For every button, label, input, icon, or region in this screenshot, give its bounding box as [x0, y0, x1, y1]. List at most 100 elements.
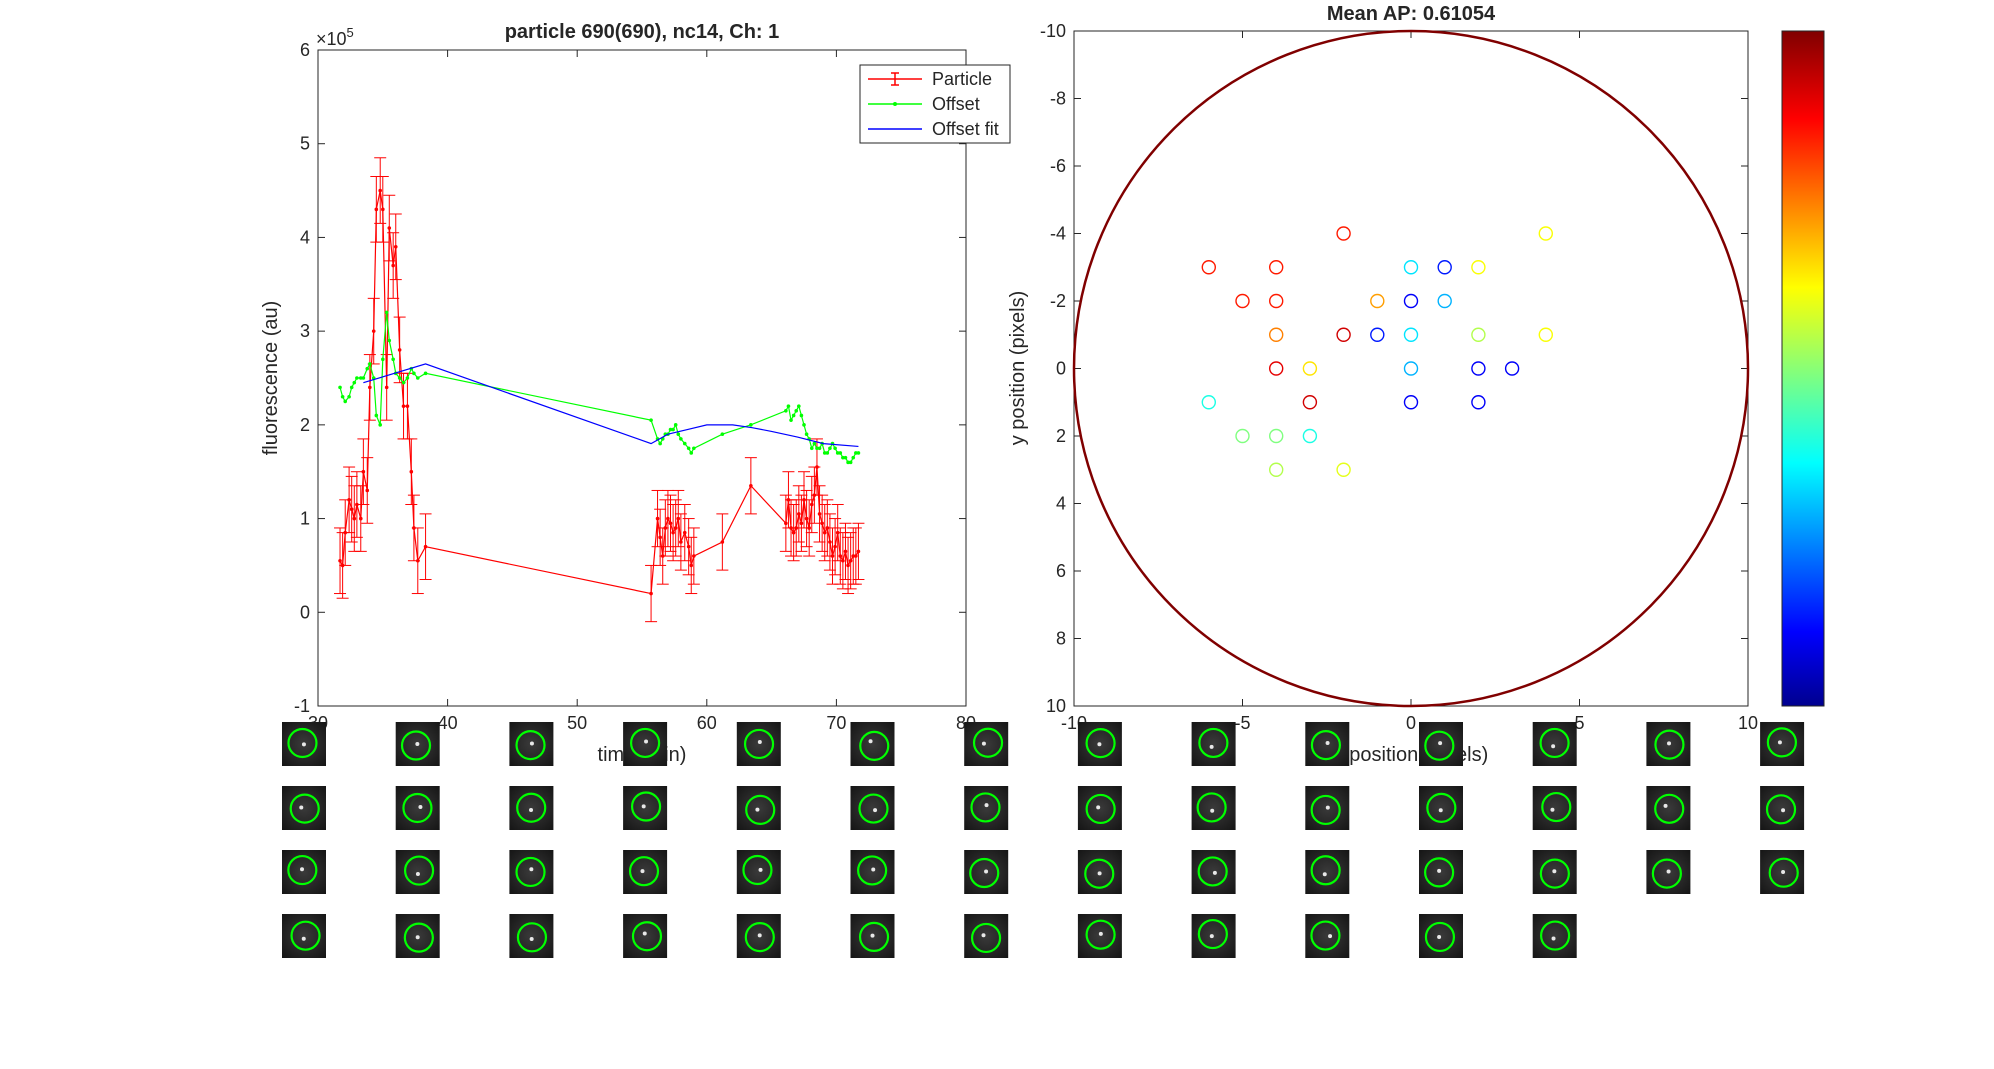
particle-spot [1209, 934, 1214, 939]
particle-spot [300, 867, 305, 872]
data-point [682, 530, 687, 535]
data-point [817, 512, 822, 516]
particle-thumbnail [1532, 722, 1577, 766]
particle-thumbnail [1646, 850, 1691, 894]
particle-spot [1322, 872, 1327, 877]
particle-thumbnail [1419, 850, 1463, 894]
position-marker [1268, 361, 1284, 376]
particle-thumbnail [964, 722, 1009, 766]
particle-spot [1550, 807, 1555, 812]
data-point [347, 498, 351, 502]
data-point [352, 380, 357, 385]
data-point [749, 423, 753, 427]
data-point [794, 526, 799, 530]
data-point [851, 455, 856, 460]
data-point [689, 563, 694, 568]
data-point [828, 446, 832, 451]
data-point [828, 540, 832, 544]
particle-thumbnail [1305, 786, 1350, 830]
tracking-circle [515, 730, 546, 761]
tracking-circle [1654, 729, 1685, 760]
data-point [673, 423, 678, 427]
colorbar [1781, 30, 1825, 707]
particle-spot [1096, 805, 1101, 810]
particle-thumbnail [736, 786, 781, 830]
data-point [794, 409, 799, 413]
tracking-circle [1310, 855, 1341, 886]
data-point [784, 521, 788, 526]
series-offset-fit [363, 363, 859, 448]
data-point [815, 446, 819, 451]
fluorescence-plot-axes [317, 49, 967, 707]
legend-particle: Particle [932, 69, 992, 89]
tracking-circle [516, 922, 548, 953]
data-point [387, 226, 392, 230]
particle-spot [1098, 931, 1103, 936]
series-line [363, 363, 859, 448]
data-point [812, 441, 817, 446]
tracking-circle [515, 856, 546, 888]
position-marker [1201, 260, 1217, 275]
particle-spot [1667, 741, 1672, 746]
y-tick-label: -8 [1050, 89, 1066, 109]
position-marker [1336, 462, 1351, 477]
tracking-circle [1197, 918, 1228, 950]
tracking-circle [630, 791, 662, 822]
x-tick-label: 0 [1406, 713, 1416, 733]
position-marker [1302, 361, 1318, 376]
data-point [338, 558, 342, 563]
tracking-circle [400, 730, 432, 761]
particle-thumbnail [850, 914, 895, 958]
data-point [825, 451, 830, 455]
particle-spot [755, 807, 760, 812]
position-marker [1302, 428, 1318, 444]
data-point [817, 446, 822, 451]
data-point [409, 469, 414, 474]
tracking-circle [1085, 793, 1116, 825]
particle-spot [1328, 934, 1333, 939]
particle-spot [1551, 936, 1556, 941]
position-marker [1235, 293, 1250, 309]
data-point [809, 502, 814, 507]
data-point [807, 526, 811, 530]
tracking-circle [1196, 792, 1227, 823]
data-point [673, 526, 678, 530]
data-point [361, 469, 366, 474]
particle-thumbnail [1532, 914, 1577, 958]
data-point [358, 376, 363, 380]
data-point [692, 554, 696, 558]
particle-spot [1097, 871, 1102, 876]
particle-thumbnail [623, 914, 668, 958]
y-tick-label: 2 [300, 415, 310, 435]
tracking-circle [1424, 857, 1455, 888]
particle-thumbnail [1760, 786, 1805, 830]
particle-thumbnail [850, 722, 895, 766]
position-marker [1268, 293, 1284, 309]
tracking-circle [1085, 919, 1116, 950]
data-point [851, 554, 856, 558]
data-point [340, 394, 345, 399]
data-point [668, 521, 673, 526]
tracking-circle [1310, 729, 1342, 761]
tracking-circle [629, 727, 661, 759]
series-line [339, 312, 859, 463]
tracking-circle [1765, 794, 1797, 825]
particle-spot [981, 741, 986, 746]
ap-ylabel: y position (pixels) [1007, 291, 1029, 446]
particle-thumbnail [1191, 786, 1236, 830]
data-point [791, 413, 796, 418]
data-point [791, 530, 796, 535]
data-point [381, 207, 385, 212]
thumbnail-image [509, 786, 554, 830]
particle-spot [984, 803, 989, 808]
particle-spot [415, 742, 420, 747]
data-point [355, 502, 359, 507]
position-marker [1268, 428, 1284, 444]
data-point [412, 371, 416, 376]
particle-thumbnail [1419, 786, 1463, 830]
tracking-circle [1539, 858, 1570, 889]
data-point [387, 338, 392, 343]
x-tick-label: -5 [1234, 713, 1250, 733]
particle-thumbnail [282, 850, 326, 894]
